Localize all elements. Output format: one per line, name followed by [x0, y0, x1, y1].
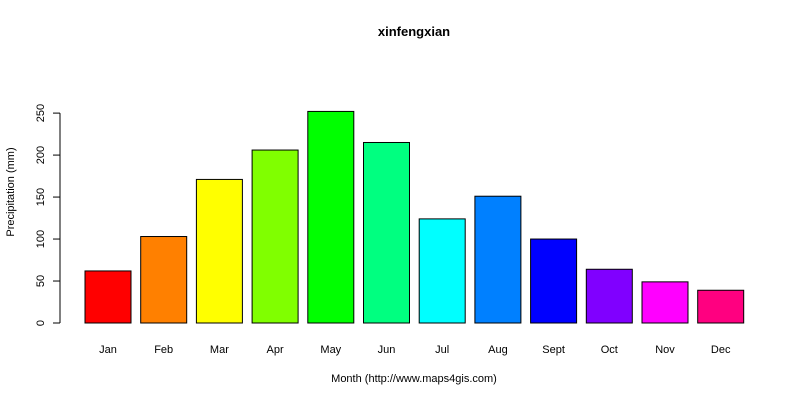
x-tick-label-jun: Jun	[378, 344, 396, 356]
x-tick-label-may: May	[320, 344, 341, 356]
x-tick-label-mar: Mar	[210, 344, 229, 356]
x-tick-label-apr: Apr	[267, 344, 284, 356]
x-tick-label-dec: Dec	[711, 344, 731, 356]
x-tick-label-jul: Jul	[435, 344, 449, 356]
y-tick-label: 150	[35, 188, 47, 206]
bar-dec	[697, 289, 745, 324]
bars-group	[84, 110, 745, 324]
bar-may	[307, 110, 355, 324]
bar-jan	[84, 270, 132, 324]
y-tick-label: 100	[35, 230, 47, 248]
bar-jul	[418, 218, 466, 324]
bar-apr	[251, 149, 299, 324]
x-tick-label-nov: Nov	[655, 344, 675, 356]
bar-aug	[474, 195, 522, 324]
x-tick-label-oct: Oct	[601, 344, 618, 356]
chart-title: xinfengxian	[378, 24, 450, 39]
y-axis: 0 50 100 150 200 250	[35, 104, 61, 326]
y-tick-label: 0	[35, 320, 47, 326]
y-tick-label: 50	[35, 275, 47, 287]
bar-jun	[363, 141, 410, 324]
x-tick-labels: Jan Feb Mar Apr May Jun Jul Aug Sept Oct Nov Dec	[99, 344, 731, 356]
x-tick-label-feb: Feb	[154, 344, 173, 356]
x-tick-label-aug: Aug	[488, 344, 508, 356]
x-tick-label-sept: Sept	[542, 344, 565, 356]
bar-oct	[585, 268, 633, 324]
y-axis-label: Precipitation (mm)	[5, 147, 17, 236]
bar-sept	[530, 238, 578, 324]
x-axis-label: Month (http://www.maps4gis.com)	[331, 373, 497, 385]
bar-feb	[140, 236, 188, 324]
y-tick-label: 200	[35, 146, 47, 164]
y-tick-label: 250	[35, 104, 47, 122]
bar-nov	[641, 281, 689, 324]
bar-mar	[195, 178, 243, 324]
x-tick-label-jan: Jan	[99, 344, 117, 356]
